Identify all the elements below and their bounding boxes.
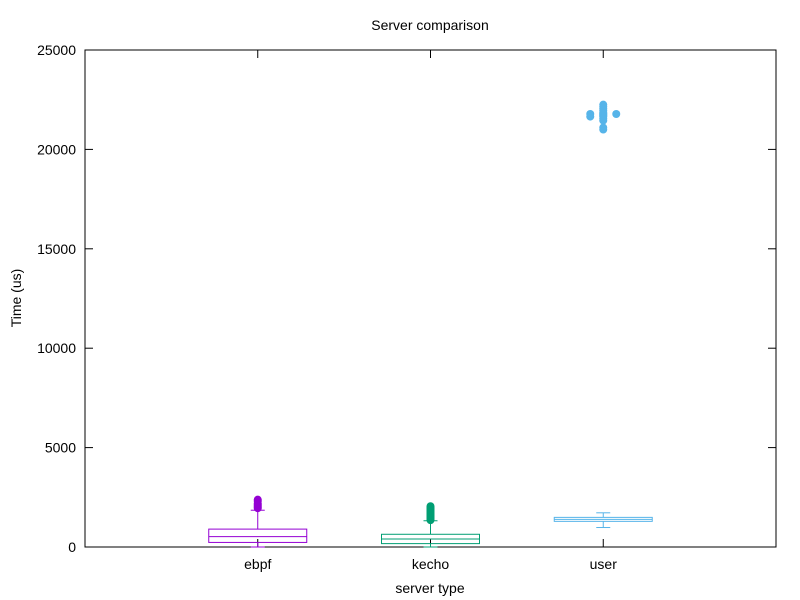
boxplot-marks [208, 100, 653, 548]
outlier-point [426, 502, 435, 511]
chart-title: Server comparison [371, 17, 489, 33]
box-ebpf [208, 495, 308, 548]
box [208, 528, 308, 543]
y-tick-label: 10000 [37, 340, 76, 356]
x-tick-label: ebpf [244, 556, 271, 572]
x-tick-label: user [590, 556, 618, 572]
x-tick-label: kecho [412, 556, 450, 572]
box-user [553, 100, 653, 529]
outlier-point [253, 495, 262, 504]
plot-area: 0 5000 10000 15000 20000 25000 ebpf kecho user [37, 42, 777, 572]
outlier-point [599, 123, 608, 132]
outlier-point [599, 100, 608, 109]
y-tick-label: 5000 [45, 440, 76, 456]
plot-frame [84, 49, 777, 548]
outlier-point [586, 110, 595, 119]
y-axis-label: Time (us) [8, 269, 24, 328]
x-axis-label: server type [395, 580, 464, 596]
box-kecho [381, 502, 480, 548]
y-tick-label: 0 [68, 539, 76, 555]
y-tick-label: 15000 [37, 241, 76, 257]
y-tick-label: 20000 [37, 141, 76, 157]
y-tick-label: 25000 [37, 42, 76, 58]
outlier-point [612, 110, 621, 119]
